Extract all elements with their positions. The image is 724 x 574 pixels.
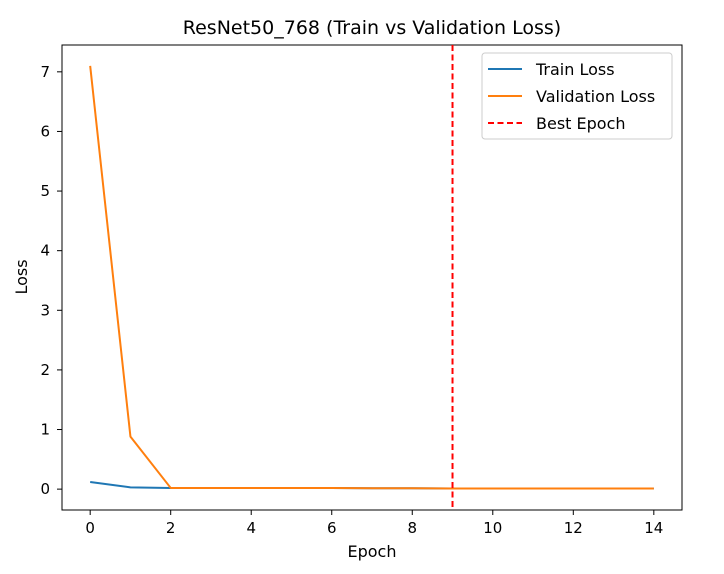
chart-title: ResNet50_768 (Train vs Validation Loss) — [183, 17, 561, 39]
legend-label-validation-loss: Validation Loss — [536, 87, 655, 106]
x-tick-label: 12 — [564, 519, 583, 537]
y-tick-label: 3 — [40, 301, 50, 319]
y-axis-label: Loss — [12, 259, 31, 294]
y-axis-ticks: 0 1 2 3 4 5 6 7 — [40, 63, 62, 498]
plot-area — [61, 44, 683, 511]
y-tick-label: 1 — [40, 421, 50, 439]
y-tick-label: 7 — [40, 63, 50, 81]
y-tick-label: 5 — [40, 182, 50, 200]
x-tick-label: 10 — [483, 519, 502, 537]
x-axis-label: Epoch — [348, 542, 397, 561]
y-tick-label: 6 — [40, 122, 50, 140]
legend-label-train-loss: Train Loss — [535, 60, 615, 79]
series-layer — [89, 65, 654, 490]
series-line-validation-loss — [89, 65, 654, 490]
x-tick-label: 8 — [407, 519, 417, 537]
legend-box — [481, 52, 673, 140]
legend: Train Loss Validation Loss Best Epoch — [481, 52, 673, 140]
x-tick-label: 2 — [166, 519, 176, 537]
x-axis-ticks: 0 2 4 6 8 10 12 14 — [85, 510, 663, 537]
x-tick-label: 14 — [644, 519, 663, 537]
x-tick-label: 6 — [327, 519, 337, 537]
x-tick-label: 4 — [246, 519, 256, 537]
legend-label-best-epoch: Best Epoch — [536, 114, 626, 133]
y-tick-label: 2 — [40, 361, 50, 379]
x-tick-label: 0 — [85, 519, 95, 537]
y-tick-label: 4 — [40, 242, 50, 260]
y-tick-label: 0 — [40, 480, 50, 498]
